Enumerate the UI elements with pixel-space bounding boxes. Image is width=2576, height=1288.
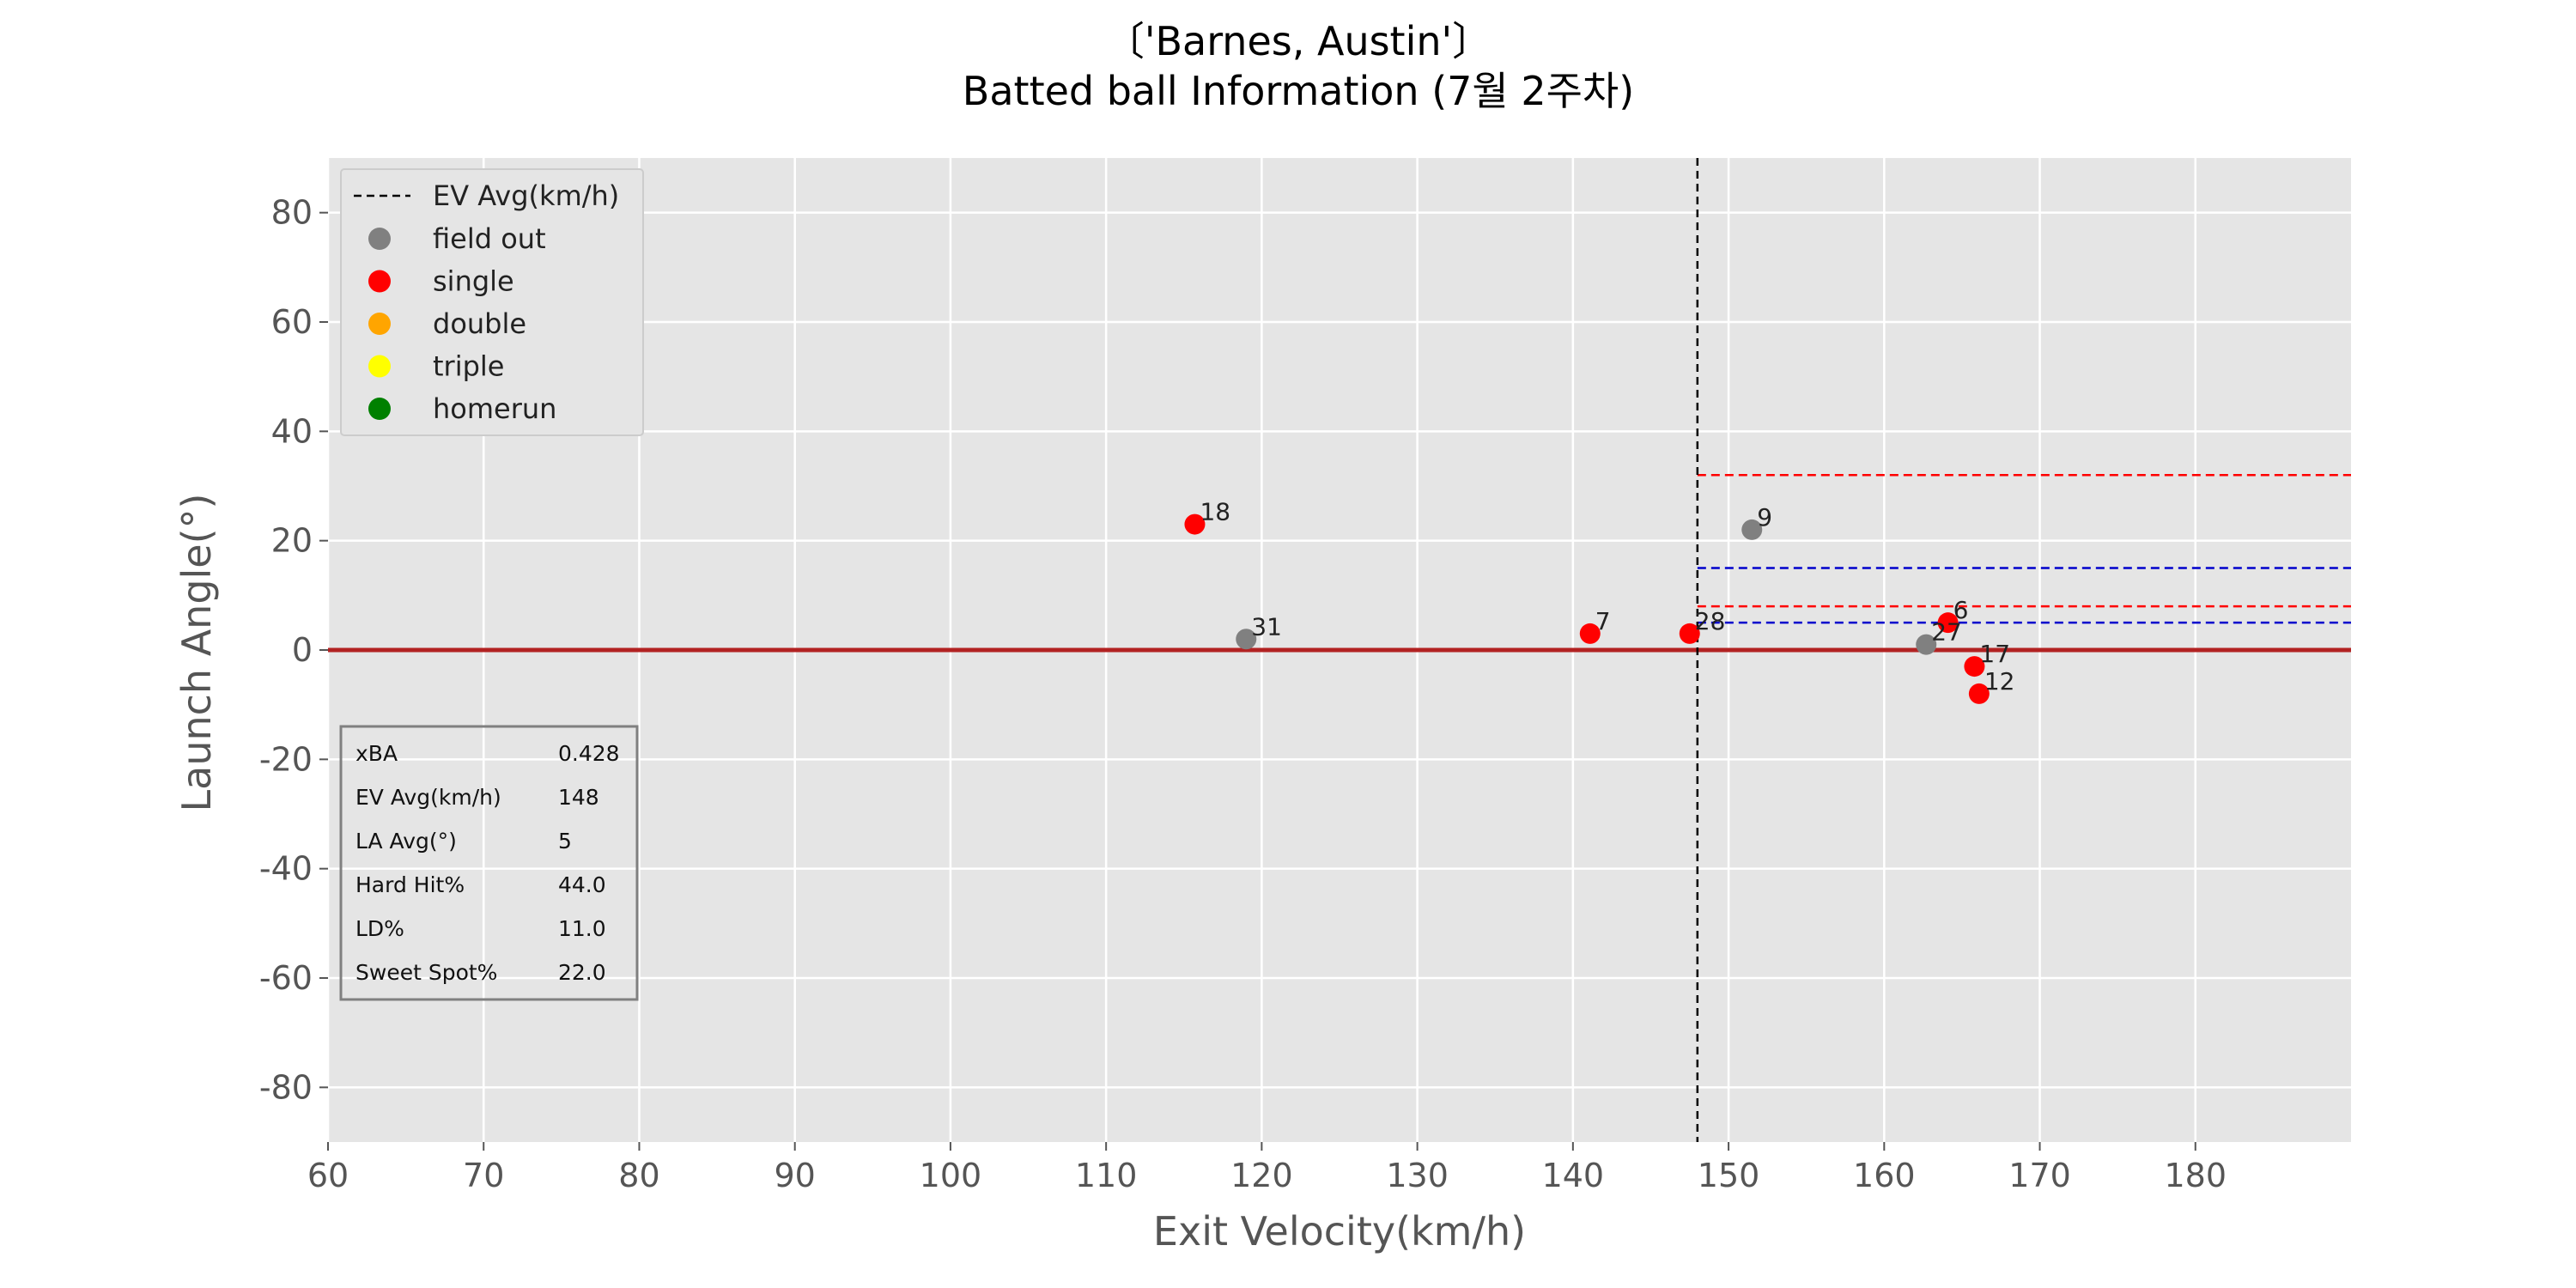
x-tick-label: 70 xyxy=(463,1157,504,1194)
data-point-label: 27 xyxy=(1931,618,1962,647)
y-tick-label: 0 xyxy=(292,631,313,669)
data-point xyxy=(1916,634,1937,655)
stats-table: xBA 0.428 EV Avg(km/h) 148 LA Avg(°) 5 Hard Hi… xyxy=(339,725,639,1001)
y-tick-label: -60 xyxy=(259,959,313,997)
stats-value: 11.0 xyxy=(558,916,606,941)
x-tick-label: 140 xyxy=(1542,1157,1605,1194)
stats-label: LD% xyxy=(355,916,404,941)
y-tick-label: 40 xyxy=(271,412,313,450)
x-tick-label: 110 xyxy=(1075,1157,1138,1194)
legend-label: single xyxy=(433,265,514,298)
data-point xyxy=(1236,629,1257,650)
chart-title-line-2: Batted ball Information (7월 2주차) xyxy=(963,68,1634,114)
x-tick-label: 180 xyxy=(2165,1157,2227,1194)
x-axis-label: Exit Velocity(km/h) xyxy=(1153,1208,1526,1255)
stats-value: 44.0 xyxy=(558,872,606,897)
data-point-label: 17 xyxy=(1979,640,2010,668)
legend: EV Avg(km/h) field out single double triple… xyxy=(340,168,644,436)
data-point xyxy=(1741,519,1763,540)
data-point xyxy=(1964,656,1985,677)
stats-value: 148 xyxy=(558,785,599,810)
legend-box xyxy=(340,168,644,436)
stats-label: LA Avg(°) xyxy=(355,829,457,854)
axis-ticks: 60 70 80 90 100 110 120 130 140 150 160 170 18080604… xyxy=(259,194,2227,1194)
x-tick-label: 130 xyxy=(1386,1157,1449,1194)
legend-label: triple xyxy=(433,350,504,383)
data-point-label: 18 xyxy=(1200,498,1230,526)
chart-title-line-1: 〔'Barnes, Austin'〕 xyxy=(1105,18,1492,64)
data-point-label: 6 xyxy=(1953,596,1969,624)
x-tick-label: 80 xyxy=(618,1157,659,1194)
legend-label: field out xyxy=(433,222,546,255)
x-tick-label: 160 xyxy=(1853,1157,1916,1194)
data-point xyxy=(1937,612,1959,634)
legend-marker xyxy=(368,398,391,420)
data-point-label: 31 xyxy=(1251,612,1282,641)
reference-lines xyxy=(328,158,2351,1142)
x-tick-label: 100 xyxy=(920,1157,982,1194)
stats-box xyxy=(339,725,639,1001)
x-tick-label: 170 xyxy=(2008,1157,2071,1194)
data-point-label: 7 xyxy=(1595,607,1611,635)
y-tick-label: -80 xyxy=(259,1068,313,1106)
x-tick-label: 120 xyxy=(1230,1157,1293,1194)
stats-value: 22.0 xyxy=(558,960,606,985)
data-point-label: 9 xyxy=(1757,503,1772,532)
data-point-label: 12 xyxy=(1984,667,2015,696)
legend-marker xyxy=(368,270,391,293)
stats-label: EV Avg(km/h) xyxy=(355,785,501,810)
legend-ev-avg-label: EV Avg(km/h) xyxy=(433,179,619,212)
x-tick-label: 60 xyxy=(307,1157,349,1194)
x-tick-label: 150 xyxy=(1698,1157,1760,1194)
stats-label: Hard Hit% xyxy=(355,872,465,897)
legend-marker xyxy=(368,355,391,378)
y-tick-label: -20 xyxy=(259,740,313,778)
legend-label: double xyxy=(433,307,526,340)
y-tick-label: 80 xyxy=(271,194,313,232)
data-point xyxy=(1679,623,1700,644)
y-tick-label: 20 xyxy=(271,522,313,560)
data-point-label: 28 xyxy=(1695,607,1726,635)
legend-marker xyxy=(368,313,391,335)
y-tick-label: 60 xyxy=(271,303,313,341)
x-tick-label: 90 xyxy=(775,1157,816,1194)
legend-label: homerun xyxy=(433,392,556,425)
stats-value: 5 xyxy=(558,829,572,854)
data-point xyxy=(1184,513,1206,535)
legend-marker xyxy=(368,228,391,250)
stats-value: 0.428 xyxy=(558,741,620,766)
y-axis-label: Launch Angle(°) xyxy=(173,494,220,812)
stats-label: xBA xyxy=(355,741,398,766)
y-tick-label: -40 xyxy=(259,850,313,888)
stats-label: Sweet Spot% xyxy=(355,960,497,985)
data-point xyxy=(1968,683,1990,704)
data-point xyxy=(1579,623,1601,644)
